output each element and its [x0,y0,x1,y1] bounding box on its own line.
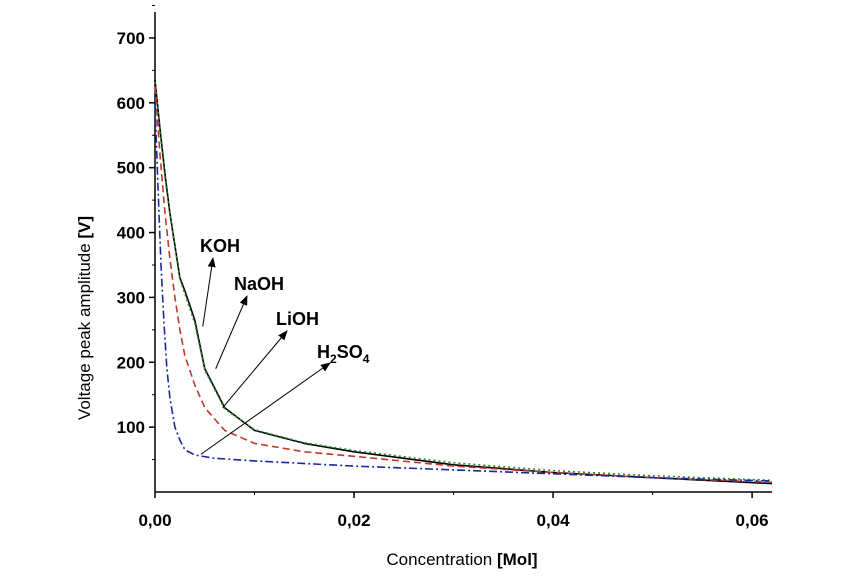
axes: 100 200 300 400 500 600 700 0,00 0,02 0,04 0,06 [117,5,772,530]
series-label-subscript: 2 [330,352,337,366]
y-tick-label: 400 [117,224,145,243]
series-label-main: H [317,342,330,362]
series-label-koh: KOH [200,236,240,256]
y-axis-title-text: Voltage peak amplitude [75,239,94,420]
y-axis-title: Voltage peak amplitude [V] [75,216,94,420]
y-axis-title-unit: [V] [75,216,94,239]
x-axis-title-text: Concentration [386,550,497,569]
x-tick-label: 0,06 [736,511,769,530]
x-tick-label: 0,02 [337,511,370,530]
series-label-main: SO [337,342,363,362]
y-tick-label: 100 [117,418,145,437]
annotation-arrow [215,295,248,369]
series-line-naoh [154,82,773,482]
annotation-arrow [200,362,331,455]
annotation-arrow [202,257,216,327]
y-tick-label: 500 [117,159,145,178]
series-label-main: LiOH [276,309,319,329]
series-label-naoh: NaOH [234,274,284,294]
series-label-main: KOH [200,236,240,256]
series-label-hso: H2SO4 [317,342,370,366]
y-tick-label: 700 [117,29,145,48]
y-tick-label: 300 [117,288,145,307]
x-tick-label: 0,04 [537,511,571,530]
x-axis-title: Concentration [Mol] [386,550,537,569]
series-label-lioh: LiOH [276,309,319,329]
x-tick-label: 0,00 [138,511,171,530]
annotation-layer: KOH NaOH LiOH H2SO4 [200,236,370,455]
y-tick-label: 600 [117,94,145,113]
series-layer [154,80,773,485]
annotation-arrow [222,330,288,408]
series-label-main: NaOH [234,274,284,294]
x-axis-title-unit: [Mol] [497,550,538,569]
series-label-subscript: 4 [363,352,370,366]
series-line-lioh [154,86,773,484]
y-tick-label: 200 [117,353,145,372]
